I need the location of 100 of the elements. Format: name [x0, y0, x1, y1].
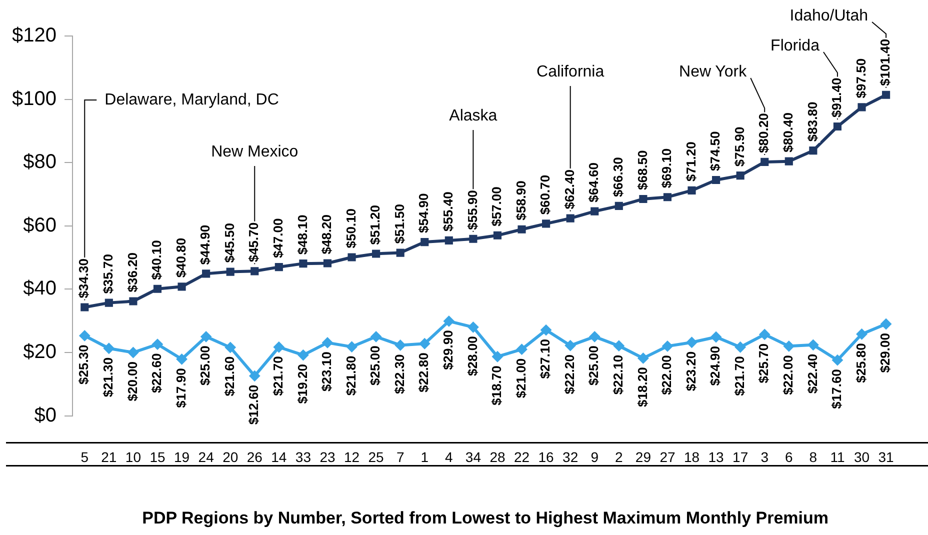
- x-tick-label: 22: [514, 449, 530, 466]
- annotation: Florida: [770, 37, 820, 54]
- x-tick-label: 15: [150, 449, 166, 466]
- data-label: $22.30: [392, 354, 407, 394]
- data-label: $18.20: [634, 367, 650, 407]
- x-tick-label: 28: [490, 449, 506, 466]
- data-label: $60.70: [538, 174, 553, 215]
- data-label: $40.80: [173, 238, 188, 278]
- data-label: $17.90: [173, 368, 188, 408]
- y-tick-label: $60: [23, 214, 56, 236]
- data-label: $69.10: [659, 148, 674, 188]
- point: [152, 338, 163, 350]
- x-tick-label: 31: [878, 449, 894, 466]
- data-label: $57.00: [489, 186, 504, 226]
- data-label: $50.10: [343, 208, 358, 248]
- point: [394, 340, 406, 351]
- data-label: $12.60: [246, 384, 262, 425]
- point: [638, 352, 649, 364]
- point: [370, 331, 382, 342]
- point: [104, 298, 113, 307]
- data-label: $74.50: [708, 131, 723, 172]
- point: [420, 238, 429, 246]
- data-label: $55.40: [440, 192, 456, 232]
- x-tick-label: 4: [445, 449, 454, 466]
- point: [128, 347, 139, 358]
- data-label: $19.20: [294, 364, 310, 404]
- x-tick-label: 24: [198, 449, 214, 466]
- x-tick-label: 11: [830, 449, 845, 466]
- x-tick-label: 13: [708, 449, 724, 466]
- data-label: $27.10: [538, 339, 553, 379]
- data-label: $21.30: [100, 357, 116, 398]
- annotation: Idaho/Utah: [790, 7, 868, 24]
- data-label: $51.50: [392, 204, 407, 244]
- point: [589, 331, 600, 342]
- point: [833, 122, 842, 131]
- data-label: $29.00: [878, 333, 893, 373]
- point: [566, 214, 574, 222]
- data-label: $36.20: [124, 252, 140, 292]
- x-tick-label: 3: [760, 449, 769, 466]
- annotation: New York: [679, 63, 748, 80]
- data-label: $22.60: [149, 353, 164, 394]
- x-tick-label: 30: [854, 449, 870, 466]
- point: [273, 342, 284, 353]
- point: [468, 322, 479, 333]
- x-tick-label: 27: [660, 449, 676, 466]
- x-tick-label: 33: [295, 449, 312, 466]
- x-tick-label: 5: [80, 449, 89, 466]
- point: [443, 316, 454, 327]
- data-label: $45.50: [222, 223, 237, 263]
- point: [759, 328, 770, 340]
- x-tick-label: 14: [271, 449, 287, 466]
- point: [178, 282, 186, 291]
- point: [419, 338, 430, 350]
- point: [564, 340, 576, 352]
- point: [760, 158, 769, 166]
- point: [614, 202, 623, 210]
- point: [808, 339, 819, 350]
- data-label: $45.70: [246, 222, 262, 262]
- x-tick-label: 19: [174, 449, 190, 466]
- point: [518, 225, 526, 234]
- point: [224, 342, 236, 353]
- point: [542, 220, 550, 228]
- point: [396, 248, 404, 257]
- y-tick-label: $120: [12, 24, 56, 47]
- data-label: $44.90: [198, 224, 213, 265]
- point: [858, 103, 866, 112]
- data-label: $51.20: [368, 204, 383, 245]
- data-label: $23.10: [319, 352, 334, 392]
- data-label: $20.00: [124, 362, 140, 402]
- point: [103, 342, 114, 354]
- data-label: $24.90: [708, 346, 723, 386]
- data-label: $48.20: [319, 214, 334, 254]
- point: [686, 336, 698, 348]
- point: [712, 176, 720, 184]
- annotation: Delaware, Maryland, DC: [104, 91, 279, 108]
- x-tick-label: 20: [222, 449, 238, 466]
- point: [346, 341, 358, 352]
- point: [784, 157, 793, 166]
- x-tick-label: 21: [101, 449, 117, 466]
- data-label: $22.10: [610, 354, 626, 395]
- point: [639, 194, 648, 204]
- data-label: $22.00: [780, 355, 796, 395]
- annotation: California: [536, 63, 604, 80]
- data-label: $25.00: [586, 346, 602, 386]
- x-tick-label: 10: [125, 449, 142, 466]
- x-tick-label: 34: [465, 449, 482, 466]
- point: [444, 236, 453, 244]
- data-label: $40.10: [149, 240, 164, 280]
- point: [590, 207, 599, 216]
- y-tick-label: $100: [12, 88, 56, 110]
- point: [348, 253, 356, 262]
- data-label: $83.80: [804, 102, 820, 142]
- x-tick-label: 26: [246, 449, 263, 466]
- data-label: $22.00: [659, 355, 674, 395]
- data-label: $18.70: [489, 366, 504, 406]
- data-label: $25.30: [76, 344, 92, 384]
- point: [200, 331, 212, 342]
- data-label: $64.60: [586, 162, 602, 202]
- data-label: $48.10: [294, 214, 310, 255]
- data-label: $25.00: [198, 346, 213, 386]
